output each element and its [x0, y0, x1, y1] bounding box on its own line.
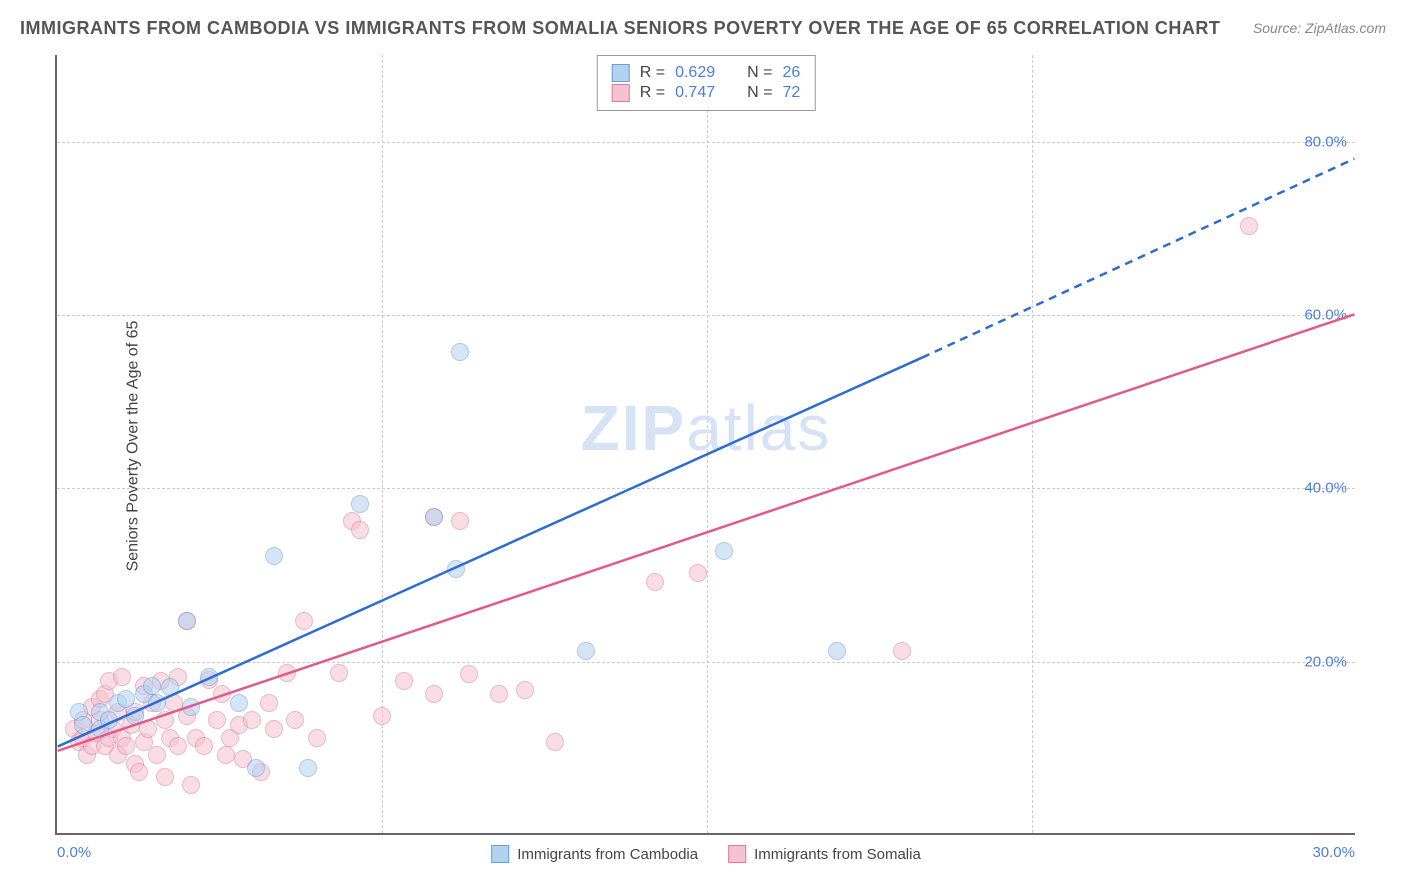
- legend-r-value: 0.747: [675, 84, 715, 102]
- scatter-point: [330, 664, 348, 682]
- scatter-point: [299, 759, 317, 777]
- scatter-point: [156, 711, 174, 729]
- scatter-point: [178, 612, 196, 630]
- scatter-point: [217, 746, 235, 764]
- scatter-point: [161, 678, 179, 696]
- scatter-point: [646, 573, 664, 591]
- source-label: Source: ZipAtlas.com: [1253, 20, 1386, 36]
- scatter-point: [148, 746, 166, 764]
- scatter-point: [260, 694, 278, 712]
- legend-swatch-cambodia: [612, 64, 630, 82]
- gridline-v: [1032, 55, 1033, 833]
- scatter-point: [351, 495, 369, 513]
- scatter-point: [351, 521, 369, 539]
- scatter-point: [169, 737, 187, 755]
- scatter-point: [286, 711, 304, 729]
- scatter-point: [265, 547, 283, 565]
- legend-n-label: N =: [747, 64, 772, 82]
- scatter-point: [208, 711, 226, 729]
- scatter-point: [200, 668, 218, 686]
- scatter-point: [243, 711, 261, 729]
- scatter-point: [425, 508, 443, 526]
- scatter-point: [828, 642, 846, 660]
- scatter-point: [117, 737, 135, 755]
- scatter-point: [689, 564, 707, 582]
- x-tick-label: 30.0%: [1312, 844, 1355, 861]
- legend-r-label: R =: [640, 84, 665, 102]
- scatter-point: [117, 690, 135, 708]
- scatter-point: [373, 707, 391, 725]
- legend-r-value: 0.629: [675, 64, 715, 82]
- scatter-point: [213, 685, 231, 703]
- scatter-point: [74, 716, 92, 734]
- gridline-v: [707, 55, 708, 833]
- legend-n-value: 26: [782, 64, 800, 82]
- scatter-point: [490, 685, 508, 703]
- watermark: ZIPatlas: [581, 391, 832, 465]
- scatter-point: [308, 729, 326, 747]
- scatter-point: [126, 707, 144, 725]
- gridline-h: [57, 662, 1355, 663]
- chart-title: IMMIGRANTS FROM CAMBODIA VS IMMIGRANTS F…: [20, 18, 1220, 39]
- gridline-h: [57, 488, 1355, 489]
- scatter-point: [139, 720, 157, 738]
- scatter-point: [893, 642, 911, 660]
- scatter-point: [577, 642, 595, 660]
- gridline-h: [57, 315, 1355, 316]
- scatter-point: [182, 698, 200, 716]
- y-tick-label: 60.0%: [1304, 307, 1347, 324]
- y-tick-label: 20.0%: [1304, 653, 1347, 670]
- y-tick-label: 80.0%: [1304, 133, 1347, 150]
- legend-row-cambodia: R = 0.629 N = 26: [612, 64, 801, 82]
- legend-r-label: R =: [640, 64, 665, 82]
- plot-area: ZIPatlas R = 0.629 N = 26 R = 0.747 N = …: [55, 55, 1355, 835]
- scatter-point: [278, 664, 296, 682]
- scatter-point: [447, 560, 465, 578]
- scatter-point: [182, 776, 200, 794]
- gridline-h: [57, 142, 1355, 143]
- scatter-point: [130, 763, 148, 781]
- legend-swatch-somalia: [612, 84, 630, 102]
- scatter-point: [516, 681, 534, 699]
- chart-container: IMMIGRANTS FROM CAMBODIA VS IMMIGRANTS F…: [0, 0, 1406, 892]
- watermark-zip: ZIP: [581, 392, 687, 464]
- legend-swatch-cambodia: [491, 845, 509, 863]
- scatter-point: [148, 694, 166, 712]
- scatter-point: [113, 668, 131, 686]
- scatter-point: [715, 542, 733, 560]
- scatter-point: [230, 694, 248, 712]
- scatter-point: [1240, 217, 1258, 235]
- y-tick-label: 40.0%: [1304, 480, 1347, 497]
- scatter-point: [100, 711, 118, 729]
- legend-series: Immigrants from Cambodia Immigrants from…: [491, 845, 921, 863]
- legend-swatch-somalia: [728, 845, 746, 863]
- legend-item-somalia: Immigrants from Somalia: [728, 845, 921, 863]
- scatter-point: [265, 720, 283, 738]
- legend-item-cambodia: Immigrants from Cambodia: [491, 845, 698, 863]
- legend-row-somalia: R = 0.747 N = 72: [612, 84, 801, 102]
- scatter-point: [460, 665, 478, 683]
- legend-n-label: N =: [747, 84, 772, 102]
- legend-label-somalia: Immigrants from Somalia: [754, 846, 921, 863]
- scatter-point: [295, 612, 313, 630]
- scatter-point: [247, 759, 265, 777]
- scatter-point: [425, 685, 443, 703]
- scatter-point: [395, 672, 413, 690]
- scatter-point: [143, 677, 161, 695]
- legend-correlation: R = 0.629 N = 26 R = 0.747 N = 72: [597, 55, 816, 111]
- legend-label-cambodia: Immigrants from Cambodia: [517, 846, 698, 863]
- scatter-point: [451, 343, 469, 361]
- scatter-point: [546, 733, 564, 751]
- scatter-point: [156, 768, 174, 786]
- x-tick-label: 0.0%: [57, 844, 91, 861]
- legend-n-value: 72: [782, 84, 800, 102]
- scatter-point: [195, 737, 213, 755]
- scatter-point: [451, 512, 469, 530]
